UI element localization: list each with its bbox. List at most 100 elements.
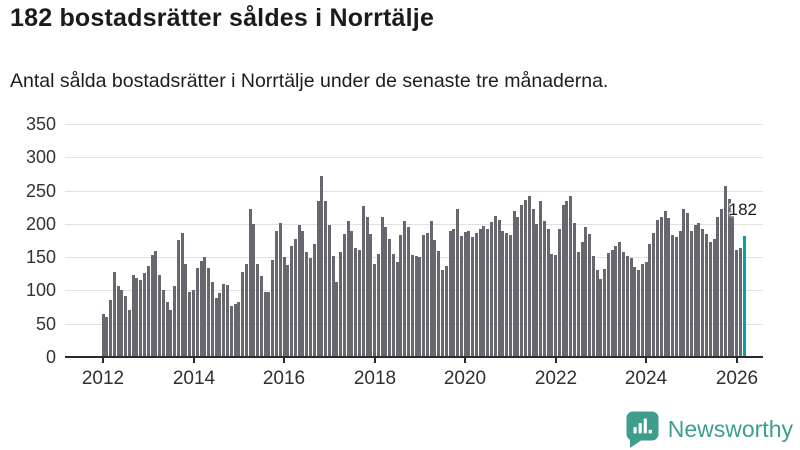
bar [154,251,157,357]
highlight-bar [743,236,746,357]
bar [396,262,399,357]
bar [226,285,229,357]
bar [362,206,365,357]
bar [614,246,617,357]
x-axis-label: 2014 [172,368,216,389]
bar [158,275,161,357]
bar [724,186,727,357]
bar [388,239,391,357]
bar [664,211,667,357]
bar [313,244,316,357]
x-axis-tick [464,358,466,363]
bar [637,270,640,357]
bar [584,227,587,357]
bar [392,254,395,357]
bar [399,235,402,357]
bar [305,252,308,357]
x-axis-tick [555,358,557,363]
bar [449,231,452,357]
bar [426,233,429,357]
bar [173,286,176,357]
bar [550,254,553,357]
bar [626,256,629,357]
bar [486,229,489,357]
chart-title: 182 bostadsrätter såldes i Norrtälje [10,4,435,32]
bar [181,233,184,357]
bar [577,252,580,357]
bar [739,248,742,357]
bar [501,231,504,357]
bar [245,264,248,357]
gridline [65,224,763,225]
x-axis-line [65,356,763,358]
bar [611,250,614,357]
bar [479,229,482,357]
bar [264,292,267,357]
bar [422,235,425,357]
y-axis-label: 350 [25,114,56,134]
bar [418,257,421,357]
bar [671,235,674,357]
bar [467,231,470,357]
bar [607,253,610,357]
bar [203,257,206,357]
bar [565,201,568,357]
x-axis-tick [193,358,195,363]
bar [569,196,572,357]
bar [509,235,512,357]
bar [275,231,278,357]
bar [113,272,116,357]
y-axis-label: 150 [25,247,56,267]
bar [256,264,259,357]
bar [332,256,335,357]
bar [241,272,244,357]
x-axis-label: 2024 [624,368,668,389]
bar [471,237,474,357]
bar [430,221,433,357]
bar [200,261,203,357]
bar [354,248,357,357]
bar [207,268,210,357]
bar [286,265,289,357]
bar [573,223,576,357]
bar [230,306,233,357]
bar [456,209,459,357]
bar [656,220,659,357]
bar [524,200,527,357]
bar [588,234,591,357]
bar [460,236,463,357]
gridline [65,124,763,125]
bar [215,298,218,357]
bar [652,233,655,357]
x-axis-label: 2016 [262,368,306,389]
bar [166,302,169,357]
bar [464,232,467,357]
bar [437,251,440,357]
bar [660,217,663,357]
bar [298,225,301,357]
x-axis-label: 2018 [353,368,397,389]
bar [728,199,731,357]
bar [599,279,602,357]
bar [543,221,546,357]
newsworthy-logo[interactable]: Newsworthy [626,410,793,448]
bar [407,227,410,357]
x-axis-tick [374,358,376,363]
bar [645,262,648,357]
bar [369,234,372,357]
bar [562,205,565,357]
bar [234,304,237,357]
bar [132,275,135,357]
gridline [65,257,763,258]
x-axis-label: 2012 [81,368,125,389]
bar [290,246,293,357]
bar [249,209,252,357]
bar [433,240,436,357]
bar [505,233,508,357]
bar [143,273,146,357]
y-axis-label: 0 [45,347,56,367]
bar [366,217,369,357]
y-axis-label: 300 [25,147,56,167]
bar [169,310,172,357]
